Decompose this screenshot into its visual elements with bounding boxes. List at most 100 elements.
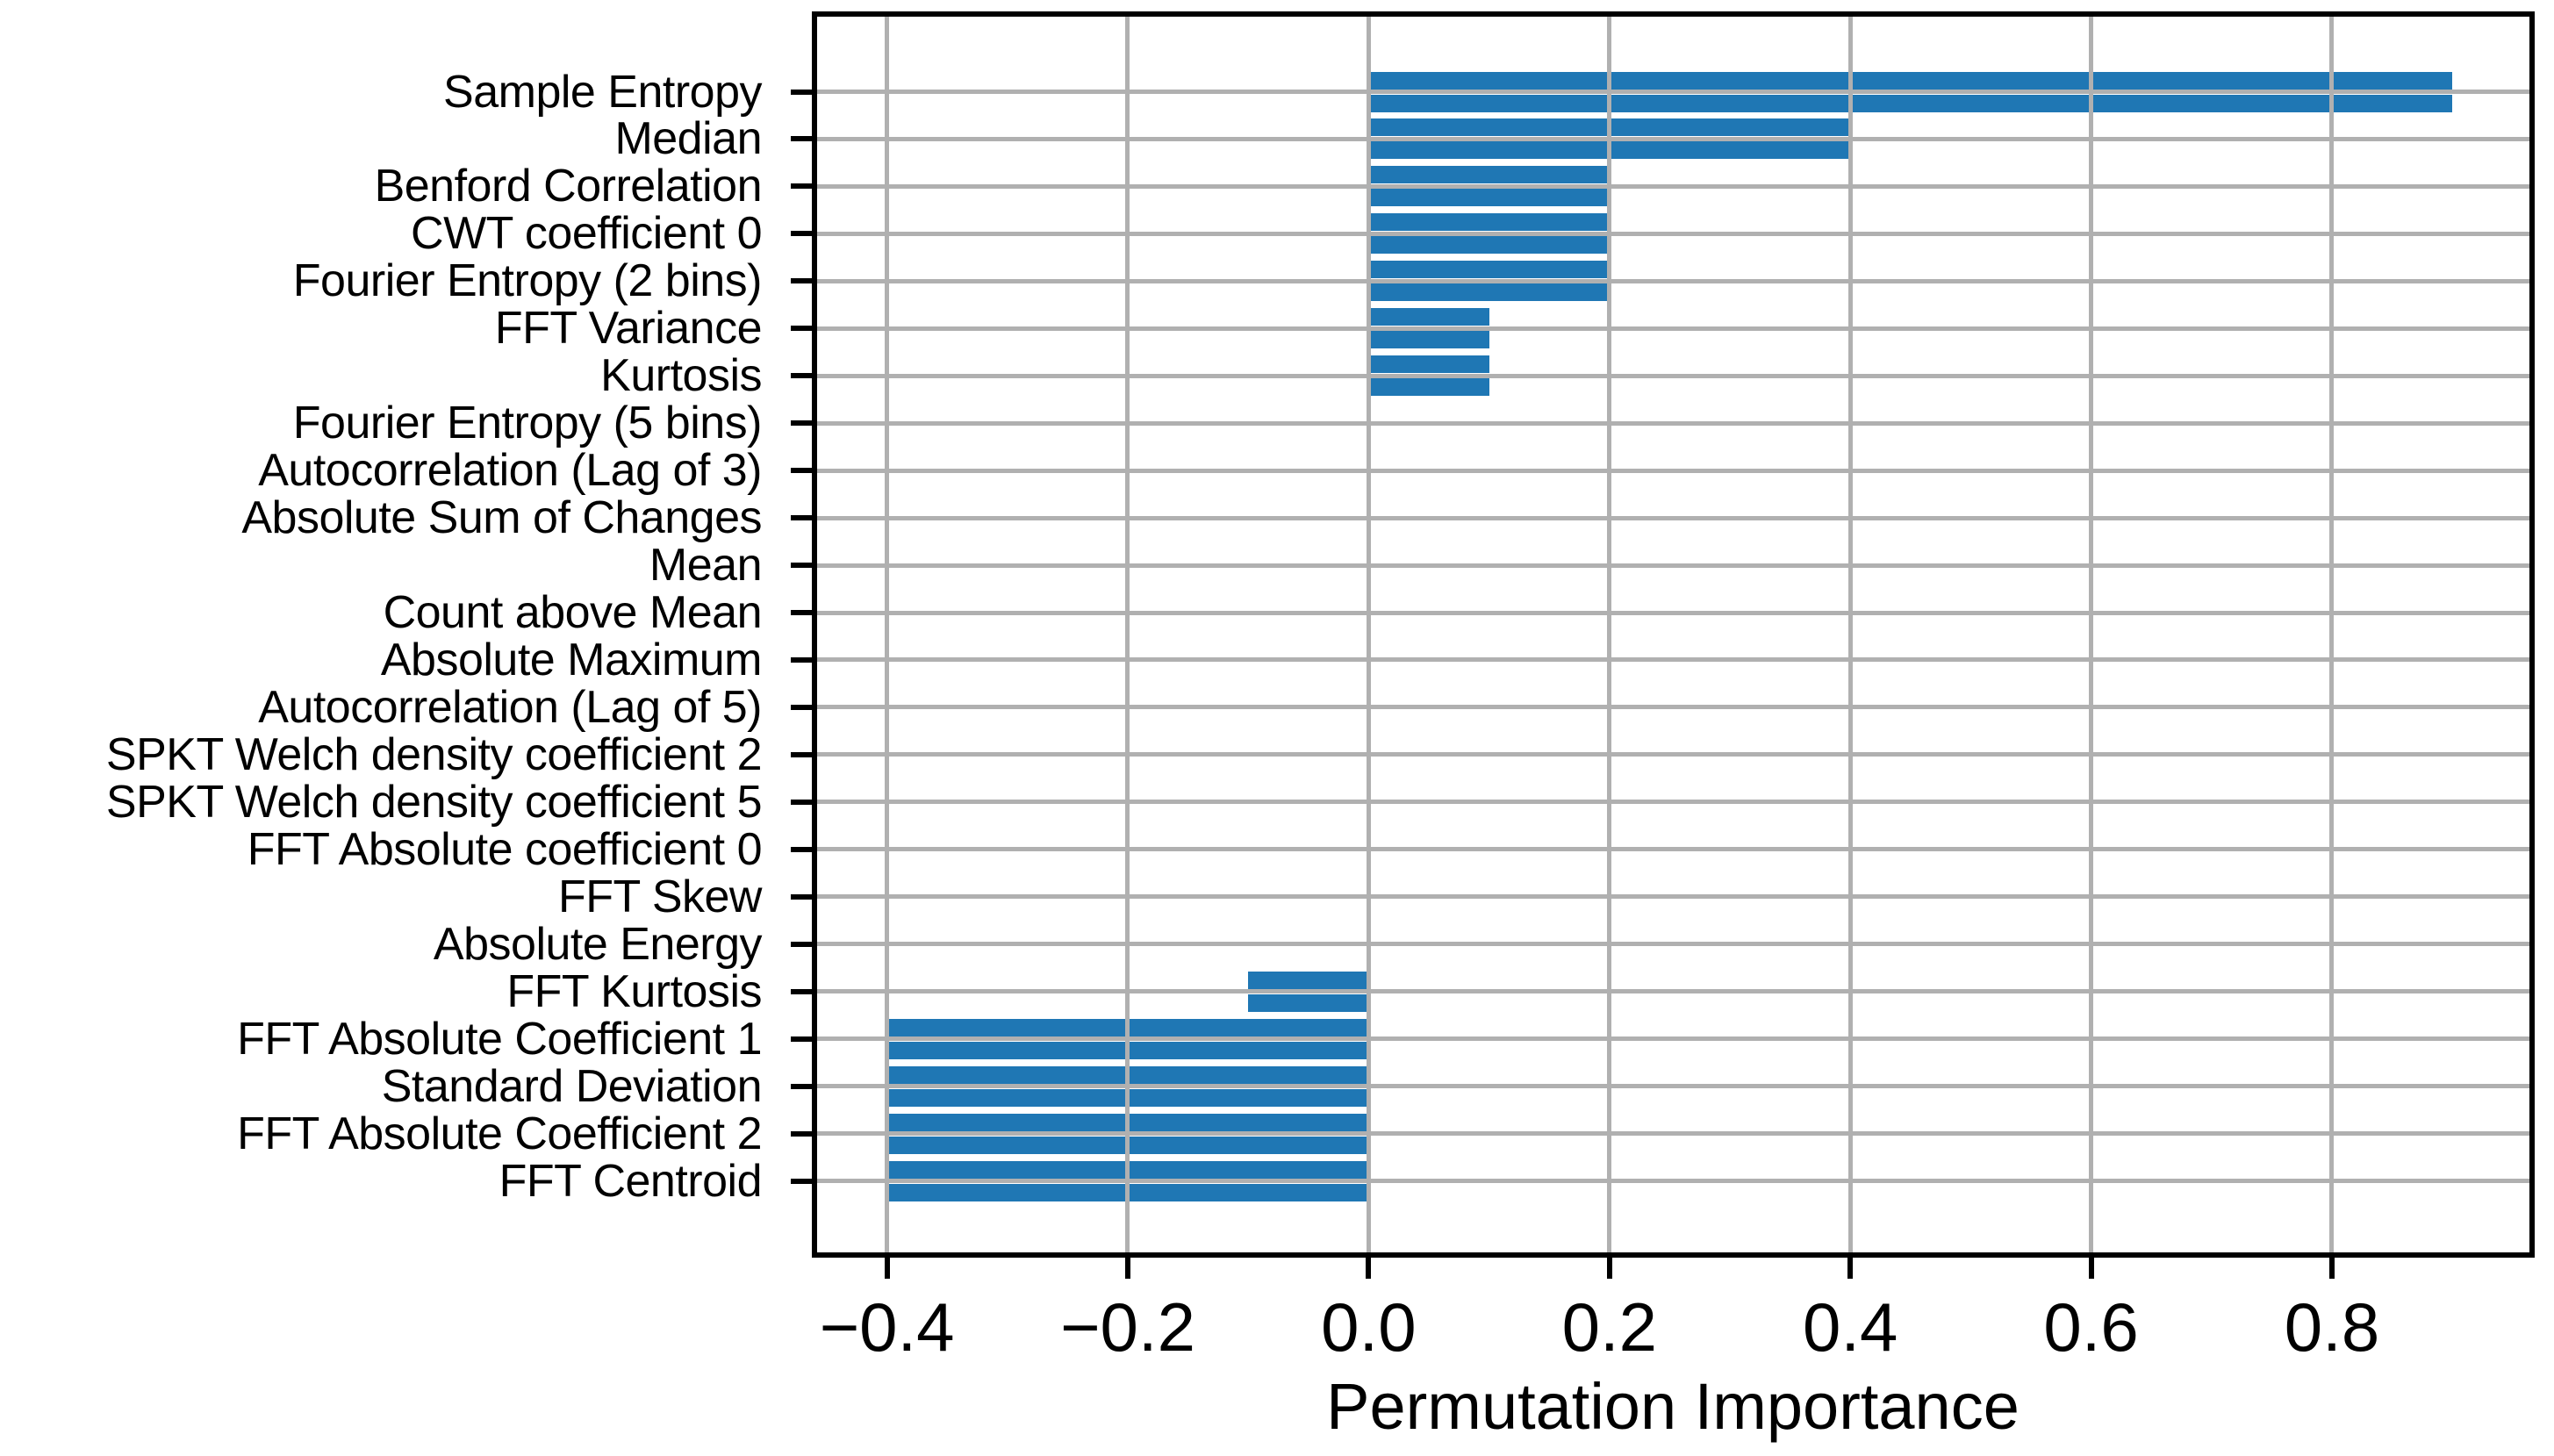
y-gridline — [817, 420, 2529, 426]
y-tick-label: Fourier Entropy (2 bins) — [292, 255, 763, 307]
y-gridline — [817, 1036, 2529, 1042]
y-tick-label: FFT Skew — [558, 871, 762, 922]
y-gridline — [817, 468, 2529, 473]
bar — [1368, 71, 2453, 90]
x-gridline — [2329, 17, 2335, 1252]
y-tick-mark — [791, 751, 812, 757]
y-tick-mark — [791, 89, 812, 95]
y-gridline — [817, 657, 2529, 663]
y-tick-label: Median — [614, 113, 762, 165]
y-tick-label: FFT Variance — [494, 303, 763, 355]
y-gridline — [817, 278, 2529, 283]
x-tick-mark — [1606, 1258, 1612, 1279]
bar — [1368, 283, 1610, 302]
y-tick-label: Absolute Maximum — [380, 634, 763, 685]
y-tick-mark — [791, 1036, 812, 1042]
y-gridline — [817, 1179, 2529, 1183]
y-tick-mark — [791, 326, 812, 332]
y-tick-label: CWT coefficient 0 — [411, 208, 762, 260]
spine-top — [812, 11, 2535, 17]
y-gridline — [817, 326, 2529, 331]
y-tick-mark — [791, 1178, 812, 1184]
x-tick-mark — [2088, 1258, 2094, 1279]
y-gridline — [817, 942, 2529, 947]
y-tick-label: Autocorrelation (Lag of 5) — [258, 681, 762, 733]
bar — [1368, 378, 1489, 397]
x-tick-label: −0.2 — [1059, 1288, 1195, 1366]
y-gridline — [817, 563, 2529, 568]
y-gridline — [817, 231, 2529, 236]
spine-bottom — [812, 1252, 2535, 1258]
y-tick-label: Standard Deviation — [381, 1060, 763, 1112]
y-gridline — [817, 1131, 2529, 1137]
x-tick-label: 0.6 — [2043, 1288, 2139, 1366]
x-tick-label: 0.2 — [1561, 1288, 1657, 1366]
y-tick-mark — [791, 846, 812, 852]
y-tick-label: FFT Kurtosis — [506, 965, 762, 1017]
bar — [1368, 355, 1489, 374]
y-gridline — [817, 183, 2529, 189]
bar — [1368, 189, 1610, 207]
spine-right — [2529, 11, 2535, 1258]
y-tick-label: SPKT Welch density coefficient 5 — [105, 776, 763, 828]
y-tick-label: FFT Absolute Coefficient 1 — [237, 1013, 762, 1065]
bar — [1248, 993, 1369, 1012]
x-gridline — [1607, 17, 1612, 1252]
bar — [1368, 236, 1610, 255]
y-tick-mark — [791, 799, 812, 805]
y-tick-mark — [791, 373, 812, 379]
y-tick-label: Count above Mean — [383, 587, 763, 639]
y-gridline — [817, 610, 2529, 615]
y-tick-label: FFT Centroid — [499, 1155, 763, 1207]
x-tick-mark — [1124, 1258, 1130, 1279]
y-tick-mark — [791, 1130, 812, 1137]
y-tick-mark — [791, 988, 812, 994]
bar — [1368, 261, 1610, 279]
y-gridline — [817, 1084, 2529, 1089]
y-gridline — [817, 373, 2529, 378]
bar — [1368, 308, 1489, 326]
y-tick-label: FFT Absolute Coefficient 2 — [237, 1108, 762, 1159]
y-tick-label: FFT Absolute coefficient 0 — [247, 823, 763, 875]
x-tick-mark — [1847, 1258, 1854, 1279]
y-tick-mark — [791, 704, 812, 710]
y-gridline — [817, 705, 2529, 710]
x-tick-mark — [884, 1258, 890, 1279]
x-tick-mark — [1366, 1258, 1372, 1279]
x-tick-label: 0.0 — [1321, 1288, 1417, 1366]
bar — [1368, 94, 2453, 112]
y-tick-mark — [791, 231, 812, 237]
y-gridline — [817, 894, 2529, 900]
y-gridline — [817, 800, 2529, 805]
y-tick-label: Absolute Energy — [433, 918, 763, 970]
y-tick-mark — [791, 515, 812, 521]
x-gridline — [885, 17, 890, 1252]
y-gridline — [817, 847, 2529, 852]
y-tick-mark — [791, 893, 812, 900]
y-tick-label: Autocorrelation (Lag of 3) — [258, 445, 762, 497]
y-tick-label: Mean — [649, 540, 763, 592]
x-gridline — [2089, 17, 2094, 1252]
y-tick-mark — [791, 468, 812, 474]
bar — [1368, 331, 1489, 349]
y-tick-mark — [791, 278, 812, 284]
x-tick-label: 0.8 — [2284, 1288, 2380, 1366]
spine-left — [812, 11, 817, 1258]
y-gridline — [817, 515, 2529, 520]
x-tick-label: 0.4 — [1802, 1288, 1898, 1366]
y-tick-mark — [791, 563, 812, 569]
y-tick-mark — [791, 183, 812, 190]
y-tick-label: Sample Entropy — [443, 66, 762, 118]
x-gridline — [1125, 17, 1130, 1252]
y-gridline — [817, 989, 2529, 994]
bar — [1248, 971, 1369, 989]
bar — [1368, 213, 1610, 232]
y-tick-label: Fourier Entropy (5 bins) — [292, 398, 763, 449]
y-tick-label: Kurtosis — [600, 350, 762, 402]
y-tick-mark — [791, 1083, 812, 1089]
y-tick-label: SPKT Welch density coefficient 2 — [105, 728, 763, 780]
x-axis-label: Permutation Importance — [1326, 1370, 2020, 1443]
bar — [1368, 166, 1610, 184]
y-tick-label: Absolute Sum of Changes — [241, 492, 762, 544]
